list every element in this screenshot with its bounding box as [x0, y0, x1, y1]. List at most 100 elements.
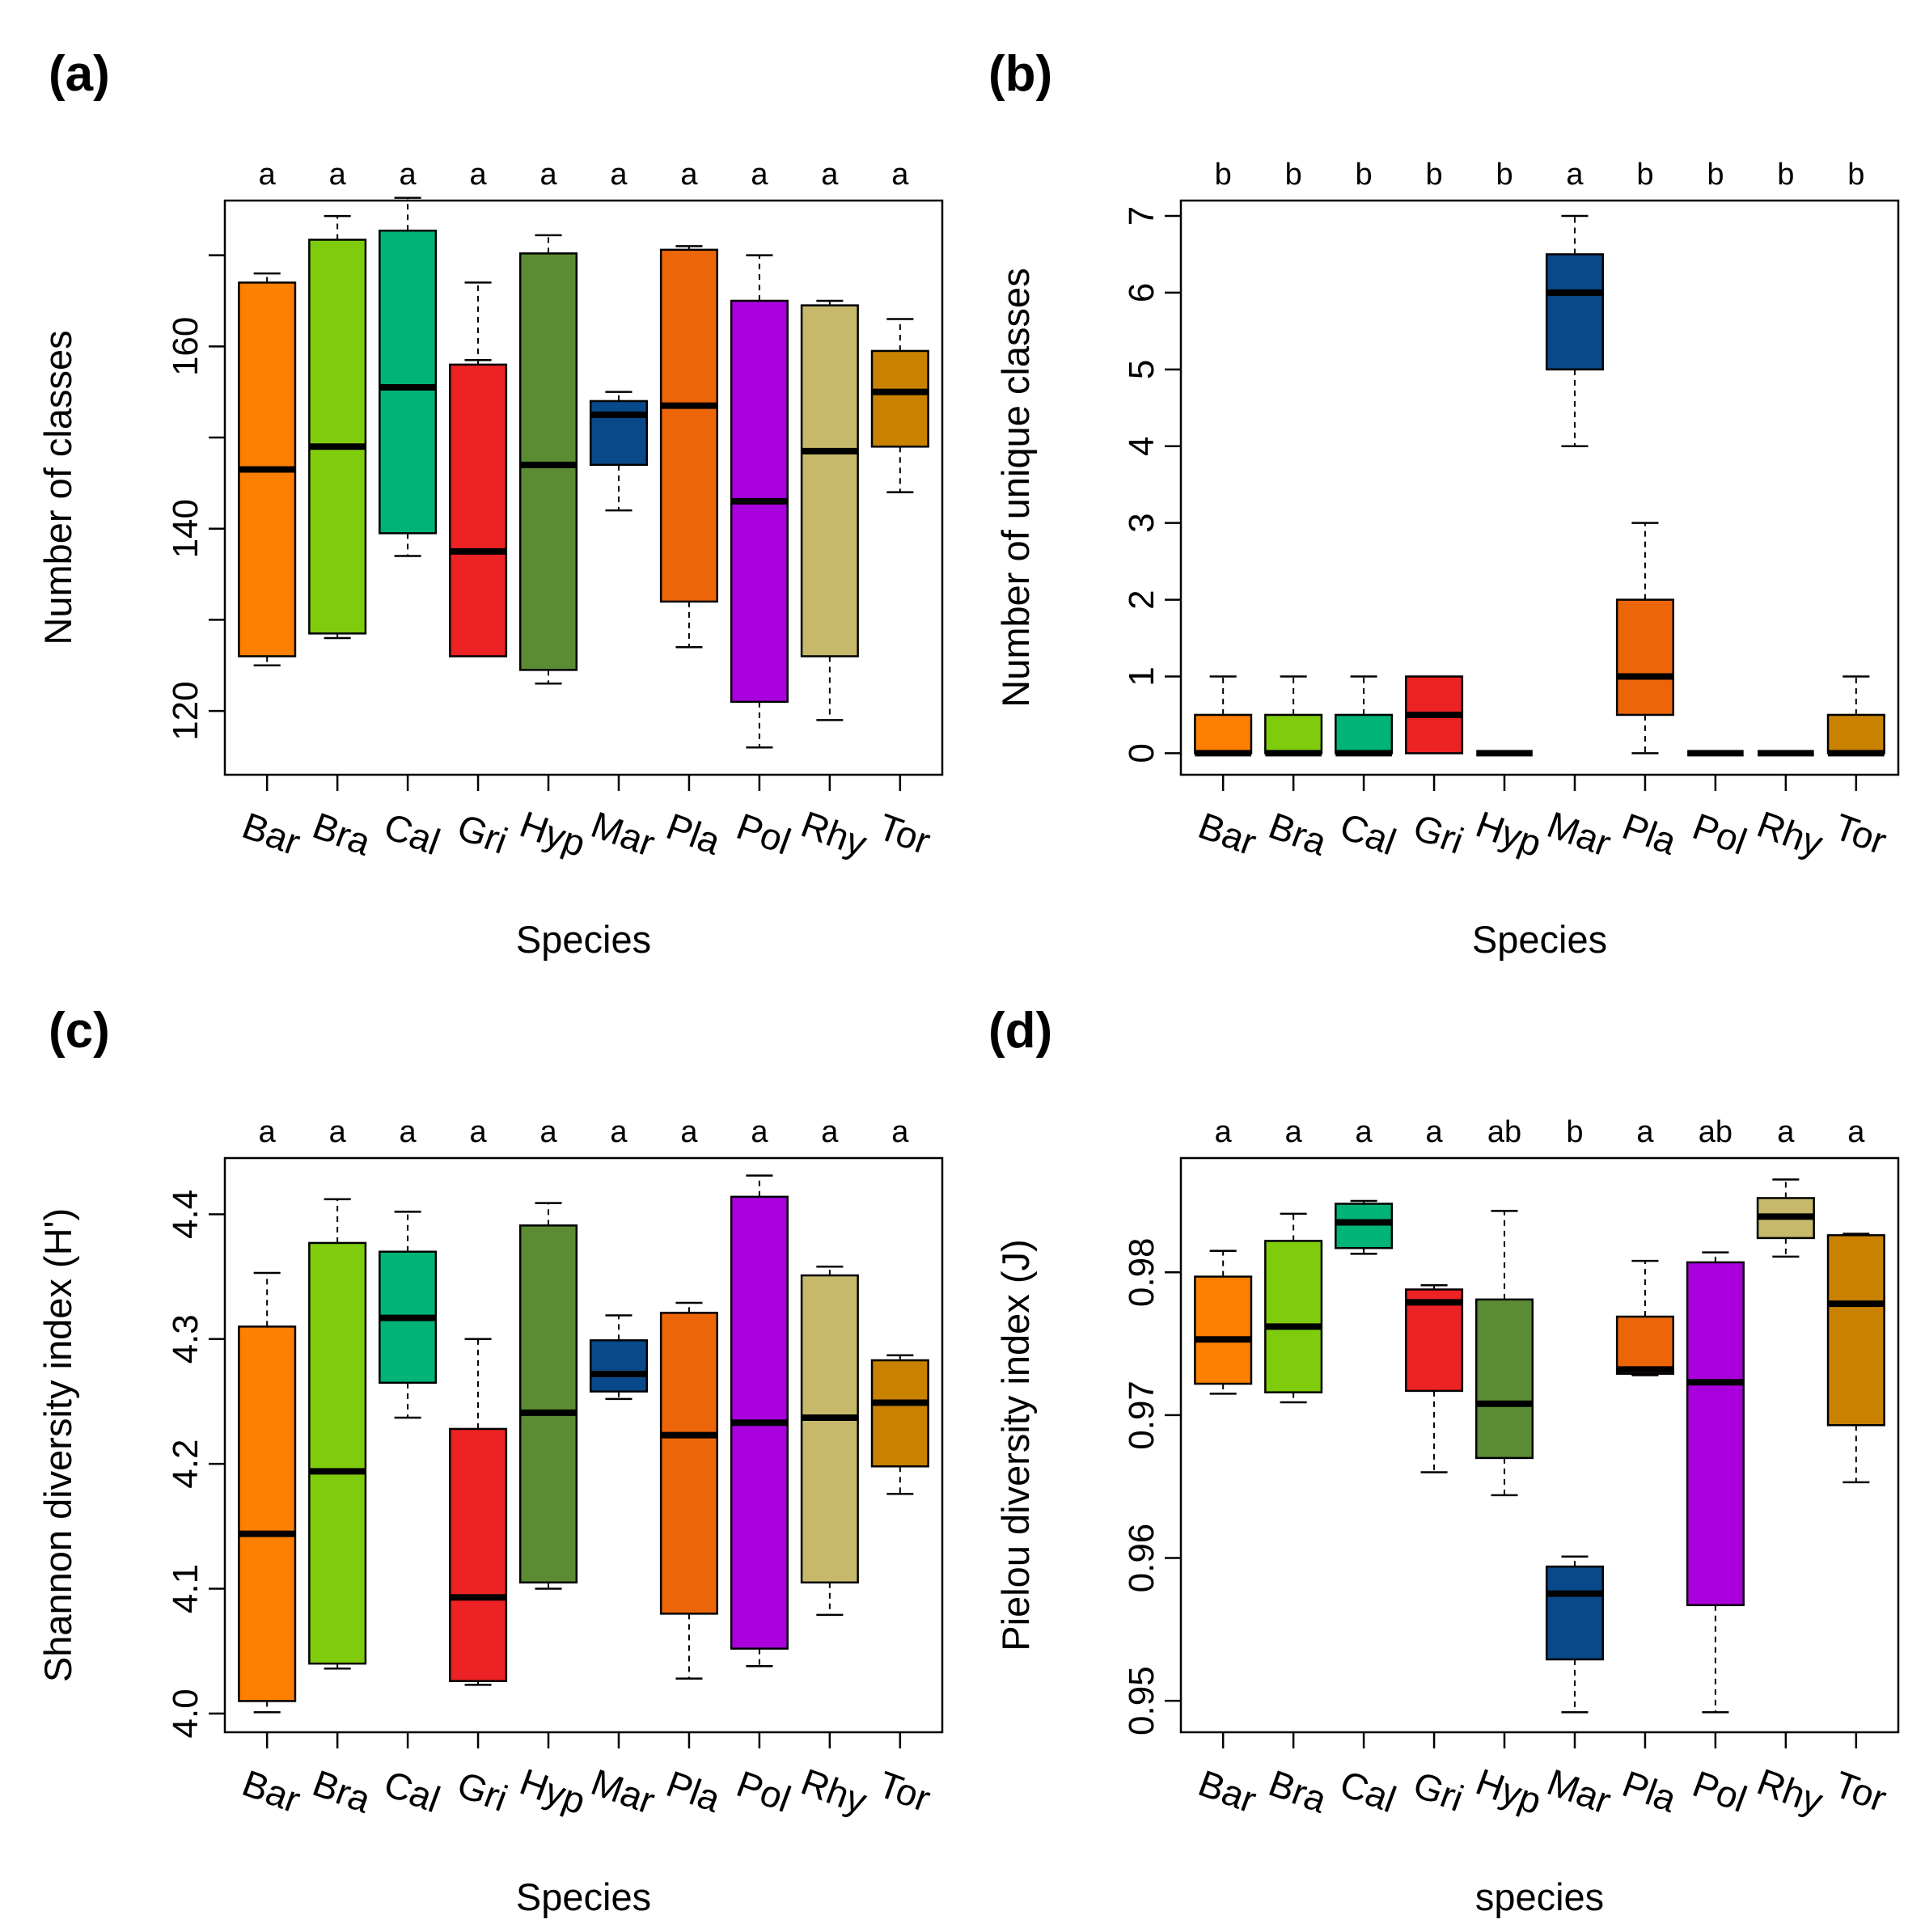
box-rhy: Rhy a: [1752, 1115, 1829, 1822]
significance-letter: a: [891, 1115, 909, 1149]
box-cal: Cal a: [379, 1115, 446, 1820]
box-pla: Pla a: [1615, 1115, 1682, 1820]
x-tick-label: Pol: [1687, 805, 1752, 863]
box-rhy: Rhy a: [796, 1115, 873, 1822]
box-body: [589, 400, 649, 467]
significance-letter: b: [1847, 158, 1864, 192]
x-tick-label: Gri: [1408, 805, 1469, 862]
significance-letter: b: [1425, 158, 1442, 192]
box-gri: Gri a: [449, 158, 513, 862]
x-tick-label: Bra: [307, 1761, 376, 1820]
box-body: [1264, 713, 1323, 755]
box-tor: Tor a: [870, 1115, 936, 1820]
significance-letter: a: [1215, 1115, 1233, 1149]
box-cal: Cal a: [379, 158, 446, 863]
significance-letter: a: [1777, 1115, 1795, 1149]
x-tick-label: Rhy: [1752, 1761, 1829, 1823]
x-axis-title: Species: [516, 1875, 651, 1918]
box-hyp: Hyp a: [514, 158, 591, 865]
significance-letter: a: [821, 158, 839, 192]
box-mar: Mar a: [586, 1115, 660, 1822]
x-tick-label: Rhy: [1752, 803, 1829, 865]
box-body: [870, 1359, 929, 1468]
x-tick-label: Pol: [1687, 1762, 1752, 1820]
y-tick-label: 4: [1122, 437, 1161, 456]
x-tick-label: Hyp: [514, 803, 591, 865]
box-body: [1615, 598, 1674, 717]
box-bra: Bra a: [307, 158, 376, 864]
x-axis-title: species: [1475, 1875, 1604, 1918]
x-tick-label: Cal: [379, 805, 446, 863]
x-tick-label: Pla: [661, 1762, 726, 1820]
box-body: [308, 1241, 367, 1665]
y-tick-label: 0.96: [1122, 1524, 1161, 1593]
box-pol: Pol a: [730, 1115, 797, 1820]
box-tor: Tor a: [870, 158, 936, 863]
x-axis-title: Species: [1472, 918, 1607, 961]
y-tick-label: 0.98: [1122, 1237, 1161, 1307]
y-axis-title: Number of unique classes: [994, 268, 1037, 707]
y-tick-label: 5: [1122, 360, 1161, 379]
x-axis-title: Species: [516, 918, 651, 961]
y-tick-label: 4.2: [166, 1439, 205, 1489]
plot-frame: [1179, 199, 1900, 776]
significance-letter: b: [1356, 158, 1373, 192]
x-tick-label: Bra: [1263, 804, 1332, 863]
panel-d: (d) 0.95 0.96 0.97 0.98 Pielou diversity inde…: [988, 1003, 1900, 1918]
plot-frame: [223, 199, 944, 776]
y-tick-label: 0: [1122, 743, 1161, 763]
box-bra: Bra a: [307, 1115, 376, 1821]
significance-letter: b: [1707, 158, 1724, 192]
x-tick-label: Mar: [586, 1761, 660, 1822]
y-tick-label: 7: [1122, 206, 1161, 226]
significance-letter: a: [1356, 1115, 1373, 1149]
y-tick-label: 140: [166, 499, 205, 558]
y-tick-label: 3: [1122, 513, 1161, 532]
box-body: [1686, 1261, 1745, 1607]
panel-label: (c): [49, 1003, 110, 1059]
box-gri: Gri a: [1405, 1115, 1469, 1820]
x-tick-label: Rhy: [796, 803, 873, 865]
x-tick-label: Tor: [873, 1763, 936, 1820]
y-tick-label: 0.97: [1122, 1380, 1161, 1450]
x-tick-label: Bar: [1193, 1761, 1262, 1820]
x-tick-label: Bar: [237, 804, 306, 863]
box-pla: Pla a: [659, 158, 726, 863]
box-gri: Gri a: [449, 1115, 513, 1820]
x-tick-label: Gri: [452, 805, 513, 862]
x-tick-label: Hyp: [1470, 1761, 1547, 1823]
significance-letter: a: [539, 1115, 557, 1149]
x-tick-label: Hyp: [1470, 803, 1547, 865]
box-pla: Pla a: [659, 1115, 726, 1820]
significance-letter: a: [610, 158, 628, 192]
box-tor: Tor b: [1826, 158, 1892, 862]
y-tick-label: 2: [1122, 590, 1161, 609]
box-hyp: Hyp ab: [1470, 1115, 1547, 1822]
x-tick-label: Mar: [1542, 1761, 1616, 1822]
box-body: [1335, 1203, 1394, 1249]
significance-letter: a: [469, 158, 487, 192]
x-tick-label: Cal: [1335, 805, 1402, 863]
box-bar: Bar a: [1193, 1115, 1262, 1821]
y-tick-label: 4.1: [166, 1564, 205, 1613]
significance-letter: a: [1425, 1115, 1443, 1149]
panel-c: (c) 4.0 4.1 4.2 4.3 4.4 Shannon diversity inde…: [36, 1003, 944, 1918]
x-tick-label: Tor: [873, 805, 936, 863]
box-body: [800, 304, 859, 657]
significance-letter: b: [1566, 1115, 1583, 1149]
box-body: [238, 1325, 297, 1702]
significance-letter: a: [259, 158, 277, 192]
y-tick-label: 4.4: [166, 1190, 205, 1239]
box-body: [800, 1274, 859, 1584]
box-body: [518, 1224, 578, 1584]
significance-letter: a: [821, 1115, 839, 1149]
significance-letter: a: [751, 1115, 768, 1149]
significance-letter: b: [1636, 158, 1653, 192]
box-body: [449, 363, 508, 657]
box-pol: Pol b: [1687, 158, 1753, 863]
significance-letter: a: [469, 1115, 487, 1149]
significance-letter: a: [400, 158, 417, 192]
box-body: [1474, 1298, 1534, 1460]
significance-letter: a: [1636, 1115, 1654, 1149]
